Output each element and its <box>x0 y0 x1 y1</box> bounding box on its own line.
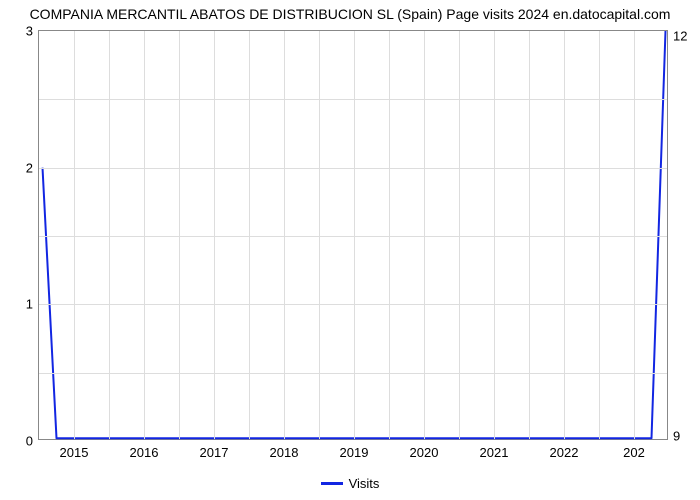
x-tick-label: 2016 <box>130 439 159 460</box>
x-tick-label: 2019 <box>340 439 369 460</box>
gridline-v <box>634 31 635 439</box>
gridline-h-minor <box>39 99 667 100</box>
x-tick-label: 2015 <box>60 439 89 460</box>
gridline-v <box>424 31 425 439</box>
x-tick-label: 2021 <box>480 439 509 460</box>
gridline-v-minor <box>249 31 250 439</box>
gridline-h-minor <box>39 236 667 237</box>
x-tick-label: 2018 <box>270 439 299 460</box>
y-tick-label: 0 <box>26 434 39 449</box>
gridline-v-minor <box>319 31 320 439</box>
gridline-v <box>284 31 285 439</box>
chart-plot-area: 0123912201520162017201820192020202120222… <box>38 30 668 440</box>
gridline-v <box>354 31 355 439</box>
y-tick-label: 2 <box>26 160 39 175</box>
gridline-v <box>494 31 495 439</box>
x-tick-label: 2022 <box>550 439 579 460</box>
x-tick-label: 202 <box>623 439 645 460</box>
gridline-v-minor <box>109 31 110 439</box>
legend-item: Visits <box>321 476 380 491</box>
gridline-h <box>39 304 667 305</box>
chart-title: COMPANIA MERCANTIL ABATOS DE DISTRIBUCIO… <box>0 6 700 22</box>
gridline-v-minor <box>389 31 390 439</box>
x-tick-label: 2020 <box>410 439 439 460</box>
legend-label: Visits <box>349 476 380 491</box>
y-tick-label: 3 <box>26 24 39 39</box>
gridline-v <box>74 31 75 439</box>
gridline-v-minor <box>459 31 460 439</box>
gridline-v-minor <box>599 31 600 439</box>
gridline-v <box>564 31 565 439</box>
gridline-h <box>39 168 667 169</box>
y2-tick-label: 9 <box>667 428 680 443</box>
chart-legend: Visits <box>0 472 700 491</box>
gridline-v <box>144 31 145 439</box>
y-tick-label: 1 <box>26 297 39 312</box>
gridline-h-minor <box>39 373 667 374</box>
gridline-v-minor <box>529 31 530 439</box>
gridline-v <box>214 31 215 439</box>
y2-tick-label: 12 <box>667 29 687 44</box>
x-tick-label: 2017 <box>200 439 229 460</box>
gridline-v-minor <box>179 31 180 439</box>
legend-swatch <box>321 482 343 485</box>
